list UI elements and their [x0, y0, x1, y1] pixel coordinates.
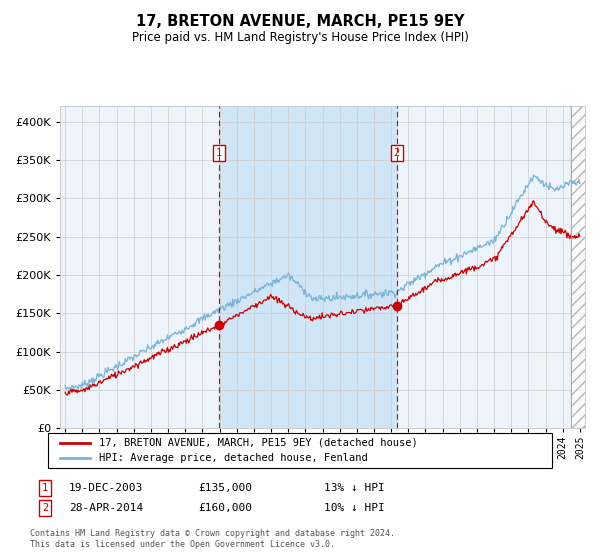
- Text: 28-APR-2014: 28-APR-2014: [69, 503, 143, 513]
- Text: 2: 2: [394, 148, 400, 158]
- Text: £160,000: £160,000: [198, 503, 252, 513]
- Text: 19-DEC-2003: 19-DEC-2003: [69, 483, 143, 493]
- Text: 13% ↓ HPI: 13% ↓ HPI: [324, 483, 385, 493]
- Text: 10% ↓ HPI: 10% ↓ HPI: [324, 503, 385, 513]
- Bar: [219, 106, 397, 428]
- Text: 1: 1: [216, 148, 222, 158]
- Bar: [571, 106, 589, 428]
- Text: £135,000: £135,000: [198, 483, 252, 493]
- Text: HPI: Average price, detached house, Fenland: HPI: Average price, detached house, Fenl…: [99, 453, 368, 463]
- Text: 17, BRETON AVENUE, MARCH, PE15 9EY (detached house): 17, BRETON AVENUE, MARCH, PE15 9EY (deta…: [99, 437, 418, 447]
- Text: Price paid vs. HM Land Registry's House Price Index (HPI): Price paid vs. HM Land Registry's House …: [131, 31, 469, 44]
- Text: 1: 1: [42, 483, 48, 493]
- Text: Contains HM Land Registry data © Crown copyright and database right 2024.
This d: Contains HM Land Registry data © Crown c…: [30, 529, 395, 549]
- Text: 2: 2: [42, 503, 48, 513]
- Text: 17, BRETON AVENUE, MARCH, PE15 9EY: 17, BRETON AVENUE, MARCH, PE15 9EY: [136, 14, 464, 29]
